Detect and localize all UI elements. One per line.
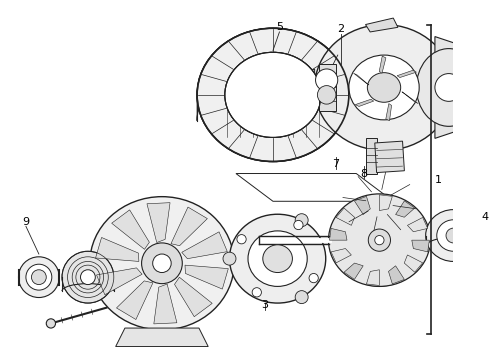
Ellipse shape: [328, 194, 430, 287]
Polygon shape: [366, 18, 398, 32]
Text: 1: 1: [435, 175, 442, 185]
Ellipse shape: [437, 220, 470, 251]
Circle shape: [368, 229, 391, 251]
Text: 8: 8: [360, 168, 367, 179]
Ellipse shape: [19, 257, 59, 297]
Circle shape: [46, 319, 55, 328]
Ellipse shape: [368, 73, 401, 102]
Bar: [467, 55, 484, 68]
Text: 9: 9: [23, 217, 29, 227]
Polygon shape: [197, 28, 349, 121]
Circle shape: [316, 69, 338, 91]
Polygon shape: [402, 92, 418, 104]
Text: 4: 4: [481, 212, 489, 222]
Polygon shape: [375, 141, 404, 172]
Polygon shape: [336, 208, 355, 225]
Polygon shape: [112, 210, 149, 249]
Circle shape: [318, 86, 336, 104]
Polygon shape: [117, 281, 153, 320]
Ellipse shape: [446, 228, 461, 243]
Polygon shape: [305, 69, 315, 106]
Ellipse shape: [343, 222, 416, 287]
Circle shape: [295, 214, 308, 227]
Text: 7: 7: [332, 159, 340, 169]
Polygon shape: [367, 270, 379, 285]
Ellipse shape: [225, 52, 321, 138]
Polygon shape: [395, 201, 415, 217]
Polygon shape: [171, 207, 207, 246]
Polygon shape: [182, 232, 227, 259]
Ellipse shape: [62, 251, 114, 303]
Polygon shape: [353, 73, 369, 85]
Circle shape: [252, 288, 261, 297]
Bar: [319, 64, 336, 111]
Polygon shape: [389, 266, 404, 284]
Polygon shape: [354, 196, 370, 215]
Circle shape: [295, 291, 308, 303]
Polygon shape: [174, 277, 212, 317]
Ellipse shape: [80, 270, 96, 284]
Polygon shape: [412, 240, 429, 252]
Polygon shape: [185, 265, 228, 289]
Ellipse shape: [90, 197, 234, 330]
Polygon shape: [435, 37, 463, 138]
Ellipse shape: [197, 28, 349, 162]
Polygon shape: [236, 174, 393, 201]
Polygon shape: [344, 263, 363, 279]
Ellipse shape: [315, 24, 453, 150]
Bar: [366, 138, 377, 174]
Circle shape: [237, 235, 246, 244]
Polygon shape: [379, 195, 392, 211]
Circle shape: [483, 89, 490, 104]
Circle shape: [223, 252, 236, 265]
Polygon shape: [116, 328, 208, 347]
Polygon shape: [154, 284, 177, 324]
Polygon shape: [331, 248, 351, 263]
Circle shape: [375, 235, 384, 245]
Circle shape: [309, 274, 318, 283]
Ellipse shape: [426, 210, 481, 261]
Text: 2: 2: [337, 24, 344, 34]
Polygon shape: [397, 70, 416, 77]
Text: 5: 5: [276, 22, 283, 32]
Ellipse shape: [31, 270, 46, 284]
Circle shape: [435, 73, 463, 102]
Ellipse shape: [248, 231, 307, 287]
Text: 3: 3: [261, 300, 268, 310]
Ellipse shape: [225, 52, 321, 138]
Ellipse shape: [416, 49, 481, 126]
Ellipse shape: [349, 55, 419, 120]
Polygon shape: [96, 238, 139, 261]
Polygon shape: [97, 268, 142, 295]
Polygon shape: [408, 217, 428, 232]
Polygon shape: [379, 56, 386, 73]
Ellipse shape: [263, 245, 293, 273]
Polygon shape: [147, 203, 170, 243]
Polygon shape: [355, 99, 374, 107]
Polygon shape: [404, 255, 423, 272]
Circle shape: [142, 243, 182, 284]
Polygon shape: [329, 228, 347, 240]
Ellipse shape: [26, 264, 52, 290]
Ellipse shape: [197, 28, 349, 162]
Polygon shape: [386, 104, 392, 121]
Circle shape: [294, 220, 303, 230]
Ellipse shape: [229, 214, 326, 303]
Circle shape: [153, 254, 171, 273]
